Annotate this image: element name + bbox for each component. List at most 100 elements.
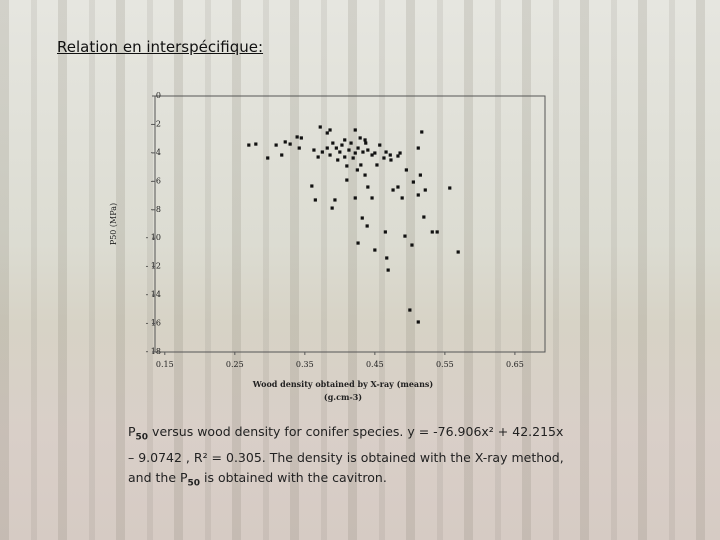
scatter-point	[403, 234, 407, 238]
scatter-point	[318, 125, 322, 129]
scatter-point	[435, 230, 439, 234]
scatter-point	[254, 142, 258, 146]
scatter-point	[266, 156, 270, 160]
scatter-point	[313, 198, 317, 202]
scatter-point	[384, 150, 388, 154]
scatter-point	[448, 186, 452, 190]
scatter-point	[385, 256, 389, 260]
scatter-point	[320, 150, 324, 154]
x-tick-label: 0.15	[156, 360, 174, 369]
scatter-point	[274, 143, 278, 147]
caption-subscript: 50	[135, 432, 149, 443]
caption-text: P	[128, 424, 136, 439]
scatter-point	[422, 215, 426, 219]
scatter-point	[416, 193, 420, 197]
scatter-point	[288, 142, 292, 146]
scatter-point	[333, 198, 337, 202]
scatter-point	[328, 153, 332, 157]
scatter-point	[386, 268, 390, 272]
caption-text: P	[179, 469, 188, 485]
caption-subscript: 50	[187, 478, 201, 488]
scatter-point	[330, 206, 334, 210]
scatter-point	[420, 130, 424, 134]
caption-text: versus wood density for conifer species.…	[128, 424, 564, 485]
scatter-point	[349, 141, 353, 145]
scatter-point	[325, 131, 329, 135]
scatter-point	[356, 241, 360, 245]
caption: P50 versus wood density for conifer spec…	[128, 422, 568, 493]
scatter-point	[338, 150, 342, 154]
x-tick-label: 0.65	[506, 360, 524, 369]
chart: P50 (MPa) Wood density obtained by X-ray…	[109, 91, 546, 402]
y-tick-label: - 2	[151, 119, 161, 128]
scatter-point	[370, 153, 374, 157]
scatter-point	[378, 143, 382, 147]
scatter-point	[370, 196, 374, 200]
plot-frame	[154, 95, 546, 353]
scatter-point	[423, 188, 427, 192]
x-tick-label: 0.25	[226, 360, 244, 369]
scatter-point	[400, 196, 404, 200]
scatter-point	[316, 155, 320, 159]
scatter-point	[360, 216, 364, 220]
scatter-point	[398, 151, 402, 155]
scatter-point	[388, 153, 392, 157]
scatter-point	[382, 156, 386, 160]
scatter-point	[353, 151, 357, 155]
scatter-point	[310, 184, 314, 188]
scatter-point	[331, 141, 335, 145]
scatter-point	[359, 163, 363, 167]
scatter-point	[375, 163, 379, 167]
scatter-point	[396, 154, 400, 158]
scatter-point	[364, 141, 368, 145]
scatter-point	[351, 156, 355, 160]
scatter-point	[340, 143, 344, 147]
scatter-point	[247, 143, 251, 147]
y-tick-label: - 8	[151, 205, 161, 214]
scatter-point	[325, 146, 329, 150]
scatter-point	[391, 188, 395, 192]
caption-text: is obtained with the cavitron.	[200, 469, 387, 485]
x-axis-label: (g.cm-3)	[324, 392, 362, 402]
scatter-point	[345, 164, 349, 168]
scatter-point	[416, 146, 420, 150]
y-axis-label: P50 (MPa)	[109, 203, 118, 245]
scatter-point	[353, 196, 357, 200]
x-tick-label: 0.35	[296, 360, 314, 369]
x-tick-label: 0.45	[366, 360, 384, 369]
scatter-point	[328, 128, 332, 132]
scatter-point	[410, 243, 414, 247]
scatter-point	[408, 308, 412, 312]
scatter-point	[373, 151, 377, 155]
scatter-point	[365, 224, 369, 228]
scatter-point	[347, 148, 351, 152]
scatter-point	[396, 185, 400, 189]
scatter-point	[366, 185, 370, 189]
scatter-point	[297, 146, 301, 150]
scatter-point	[418, 173, 422, 177]
scatter-point	[456, 250, 460, 254]
slide-heading: Relation en interspécifique:	[57, 38, 264, 56]
scatter-point	[411, 180, 415, 184]
scatter-point	[334, 146, 338, 150]
scatter-point	[283, 140, 287, 144]
scatter-point	[373, 248, 377, 252]
scatter-point	[343, 138, 347, 142]
scatter-point	[363, 138, 367, 142]
x-tick-label: 0.55	[436, 360, 454, 369]
scatter-point	[355, 168, 359, 172]
scatter-point	[280, 153, 284, 157]
scatter-point	[299, 136, 303, 140]
scatter-point	[383, 230, 387, 234]
scatter-point	[430, 230, 434, 234]
y-tick-label: - 4	[151, 148, 161, 157]
y-tick-label: 0	[156, 91, 161, 100]
scatter-point	[404, 168, 408, 172]
scatter-point	[312, 148, 316, 152]
scatter-point	[361, 150, 365, 154]
scatter-point	[358, 136, 362, 140]
scatter-point	[356, 146, 360, 150]
scatter-point	[295, 135, 299, 139]
scatter-point	[345, 178, 349, 182]
